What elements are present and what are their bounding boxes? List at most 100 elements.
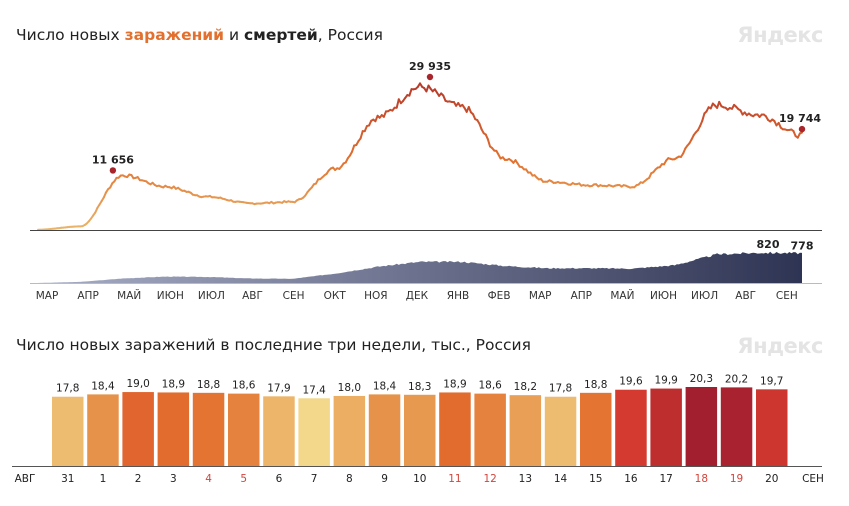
x-tick-label: СЕН	[776, 290, 798, 302]
bar-category-label: 8	[346, 473, 353, 485]
peak-label: 19 744	[779, 112, 821, 125]
title-text: , Россия	[317, 26, 383, 44]
x-tick-label: МАР	[36, 290, 59, 302]
bar-value-label: 18,4	[91, 380, 115, 392]
title-text: и	[224, 26, 244, 44]
x-tick-label: ИЮН	[157, 290, 184, 302]
infections-segment	[359, 130, 364, 140]
bar	[52, 396, 84, 466]
bar-category-label: 10	[413, 473, 426, 485]
bar-value-label: 18,9	[162, 378, 185, 390]
brand-logo: Яндекс	[737, 334, 823, 358]
bar-value-label: 18,0	[338, 382, 361, 394]
peak-label: 11 656	[92, 153, 134, 166]
peak-marker	[109, 167, 117, 174]
x-tick-label: МАЙ	[117, 289, 141, 302]
bar-value-label: 17,4	[302, 384, 326, 396]
bar-category-label: 4	[205, 473, 212, 485]
x-tick-label: СЕН	[283, 290, 305, 302]
bar-value-label: 19,6	[619, 376, 643, 388]
bar	[720, 387, 753, 466]
deaths-label: 778	[791, 240, 814, 253]
bar-value-label: 18,6	[232, 380, 256, 392]
bar	[756, 389, 788, 466]
month-start-label: АВГ	[15, 473, 36, 485]
x-tick-label: АПР	[77, 290, 98, 302]
bar-category-label: 5	[240, 473, 247, 485]
bar	[474, 393, 506, 466]
bar-category-label: 6	[276, 473, 283, 485]
title-deaths: смертей	[243, 26, 318, 44]
bar-value-label: 19,0	[126, 378, 149, 390]
x-tick-label: ИЮЛ	[198, 290, 225, 302]
chart2-title: Число новых заражений в последние три не…	[16, 336, 531, 354]
bar-value-label: 17,8	[56, 383, 79, 395]
infections-segment	[351, 144, 356, 153]
bar-value-label: 18,6	[478, 380, 502, 392]
bar	[544, 396, 577, 466]
bar	[87, 394, 119, 466]
x-tick-label: АВГ	[242, 290, 263, 302]
brand-logo: Яндекс	[737, 23, 823, 47]
chart1-title: Число новых заражений и смертей, Россия	[16, 26, 383, 44]
peak-label: 29 935	[409, 60, 451, 73]
x-tick-label: ЯНВ	[447, 290, 469, 302]
bar-category-label: 15	[589, 473, 602, 485]
bar-value-label: 20,2	[725, 373, 748, 385]
bar	[192, 392, 225, 466]
bar-category-label: 11	[448, 473, 461, 485]
peak-marker	[798, 125, 806, 133]
bar	[615, 389, 647, 466]
bar	[228, 393, 260, 466]
bar-category-label: 7	[311, 473, 318, 485]
infections-segment	[798, 131, 803, 135]
bar	[263, 396, 295, 466]
bar-category-label: 1	[100, 473, 107, 485]
bar	[580, 392, 612, 466]
bar-value-label: 17,9	[267, 382, 290, 394]
bar	[333, 395, 366, 466]
bar-category-label: 13	[519, 473, 532, 485]
peak-marker	[426, 73, 434, 81]
deaths-area	[38, 251, 802, 283]
infections-segment	[701, 112, 706, 122]
bar	[368, 394, 401, 466]
month-end-label: СЕН	[802, 473, 824, 485]
bar-value-label: 18,3	[408, 381, 431, 393]
bar	[650, 388, 682, 466]
infections-segment	[486, 138, 491, 148]
x-tick-label: АПР	[571, 290, 592, 302]
bar-category-label: 18	[695, 473, 708, 485]
bar-category-label: 20	[765, 473, 778, 485]
bar-category-label: 19	[730, 473, 743, 485]
bar-category-label: 31	[61, 473, 74, 485]
bar-category-label: 2	[135, 473, 142, 485]
bar-value-label: 18,8	[197, 379, 220, 391]
bar	[157, 392, 190, 466]
bar-value-label: 19,9	[654, 375, 677, 387]
bar-category-label: 9	[381, 473, 388, 485]
x-tick-label: ОКТ	[324, 290, 347, 302]
bar	[685, 387, 718, 466]
title-infections: заражений	[124, 26, 225, 44]
bar	[404, 394, 436, 466]
bar	[439, 392, 471, 466]
bar-category-label: 16	[624, 473, 638, 485]
title-text: Число новых	[16, 26, 125, 44]
x-tick-label: ФЕВ	[488, 290, 511, 302]
bar-value-label: 18,9	[443, 378, 466, 390]
x-tick-label: МАЙ	[610, 289, 634, 302]
bar-category-label: 17	[659, 473, 672, 485]
bar-value-label: 19,7	[760, 375, 783, 387]
bar-category-label: 14	[554, 473, 568, 485]
x-tick-label: ДЕК	[406, 290, 429, 302]
x-tick-label: ИЮЛ	[691, 290, 718, 302]
bar-value-label: 18,8	[584, 379, 607, 391]
bar-category-label: 3	[170, 473, 177, 485]
bar-value-label: 18,4	[373, 380, 397, 392]
bar-value-label: 20,3	[690, 373, 713, 385]
bar	[298, 398, 330, 466]
infections-segment	[408, 88, 413, 97]
bar	[509, 395, 542, 466]
